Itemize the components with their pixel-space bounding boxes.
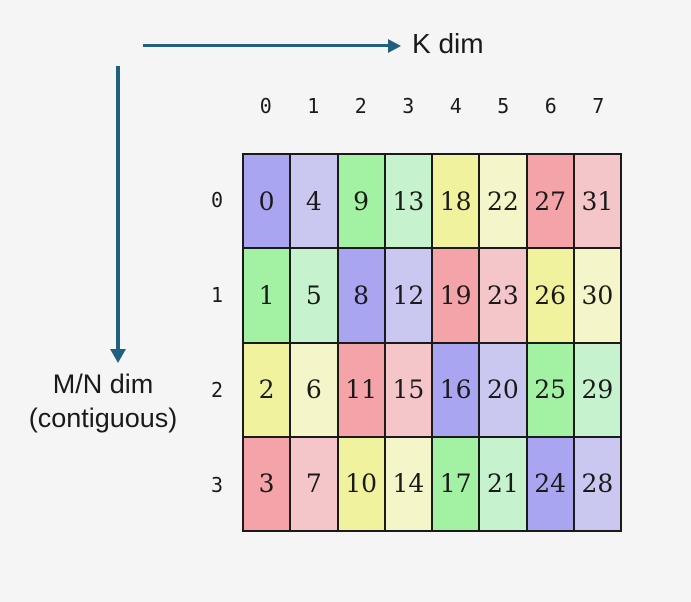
mn-dim-arrow-line <box>116 66 120 349</box>
mn-dim-axis-label: M/N dim (contiguous) <box>8 368 198 436</box>
matrix-cell: 4 <box>291 155 337 248</box>
row-header: 1 <box>210 283 224 308</box>
matrix-grid: 0 4 9 13 18 22 27 31 1 5 8 12 19 23 26 30 2 6 11 15 16 20 25 29… <box>242 153 622 532</box>
matrix-cell: 31 <box>574 155 620 248</box>
matrix-cell: 19 <box>433 249 479 342</box>
matrix-cell: 30 <box>574 249 620 342</box>
matrix-cell: 12 <box>385 249 431 342</box>
matrix-cell: 16 <box>433 343 479 436</box>
matrix-cell: 13 <box>385 155 431 248</box>
matrix-cell: 25 <box>527 343 573 436</box>
matrix-cell: 26 <box>527 249 573 342</box>
col-header: 6 <box>544 94 557 118</box>
row-header: 3 <box>210 472 224 497</box>
matrix-cell: 8 <box>338 249 384 342</box>
matrix-cell: 24 <box>527 437 573 530</box>
matrix-cell: 6 <box>291 343 337 436</box>
col-header: 2 <box>354 94 367 118</box>
col-header: 0 <box>259 94 272 118</box>
col-header: 3 <box>402 94 415 118</box>
matrix-cell: 27 <box>527 155 573 248</box>
matrix-cell: 2 <box>244 343 290 436</box>
k-dim-axis-label: K dim <box>412 28 484 59</box>
mn-dim-arrow-head-icon <box>110 349 126 363</box>
column-headers: 0 1 2 3 4 5 6 7 <box>242 94 622 118</box>
mn-dim-axis-label-line1: M/N dim <box>52 369 154 399</box>
k-dim-arrow-head-icon <box>388 39 401 53</box>
matrix-cell: 17 <box>433 437 479 530</box>
matrix-cell: 14 <box>385 437 431 530</box>
matrix-cell: 0 <box>244 155 290 248</box>
row-header: 2 <box>210 377 224 402</box>
matrix-cell: 21 <box>480 437 526 530</box>
matrix-cell: 18 <box>433 155 479 248</box>
col-header: 7 <box>592 94 605 118</box>
matrix-cell: 5 <box>291 249 337 342</box>
matrix-cell: 15 <box>385 343 431 436</box>
col-header: 5 <box>497 94 510 118</box>
matrix-cell: 3 <box>244 437 290 530</box>
col-header: 4 <box>449 94 462 118</box>
matrix-cell: 11 <box>338 343 384 436</box>
matrix-cell: 29 <box>574 343 620 436</box>
matrix-cell: 20 <box>480 343 526 436</box>
matrix-cell: 10 <box>338 437 384 530</box>
mn-dim-axis-label-line2: (contiguous) <box>28 402 178 433</box>
matrix-cell: 7 <box>291 437 337 530</box>
matrix-cell: 28 <box>574 437 620 530</box>
matrix-cell: 1 <box>244 249 290 342</box>
matrix-cell: 9 <box>338 155 384 248</box>
matrix-cell: 23 <box>480 249 526 342</box>
k-dim-arrow-line <box>143 44 389 47</box>
row-headers: 0 1 2 3 <box>200 153 234 532</box>
col-header: 1 <box>307 94 320 118</box>
matrix-cell: 22 <box>480 155 526 248</box>
row-header: 0 <box>210 188 224 213</box>
